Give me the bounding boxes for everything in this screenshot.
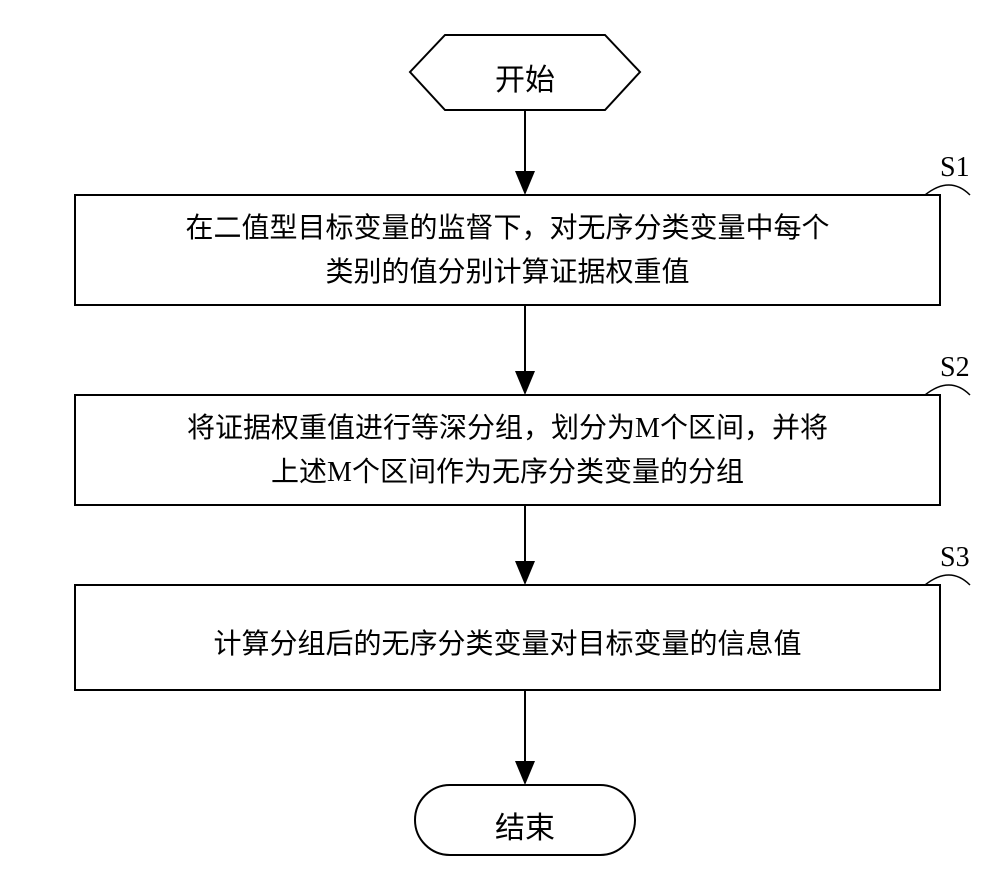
step-s2-line1: 将证据权重值进行等深分组，划分为M个区间，并将: [75, 407, 940, 451]
step-s3-connector: [925, 575, 970, 585]
step-s1-line1: 在二值型目标变量的监督下，对无序分类变量中每个: [75, 207, 940, 251]
step-s2-line2: 上述M个区间作为无序分类变量的分组: [75, 451, 940, 495]
step-s3-label: S3: [940, 542, 970, 574]
step-s2-connector: [925, 385, 970, 395]
step-s3-text: 计算分组后的无序分类变量对目标变量的信息值: [75, 622, 940, 662]
step-s1-connector: [925, 185, 970, 195]
end-label: 结束: [415, 803, 635, 847]
step-s1-line2: 类别的值分别计算证据权重值: [75, 251, 940, 295]
start-label: 开始: [410, 55, 640, 99]
step-s3-line1: 计算分组后的无序分类变量对目标变量的信息值: [75, 622, 940, 662]
step-s1-label: S1: [940, 152, 970, 184]
step-s2-label: S2: [940, 352, 970, 384]
step-s1-text: 在二值型目标变量的监督下，对无序分类变量中每个 类别的值分别计算证据权重值: [75, 207, 940, 295]
step-s2-text: 将证据权重值进行等深分组，划分为M个区间，并将 上述M个区间作为无序分类变量的分…: [75, 407, 940, 495]
